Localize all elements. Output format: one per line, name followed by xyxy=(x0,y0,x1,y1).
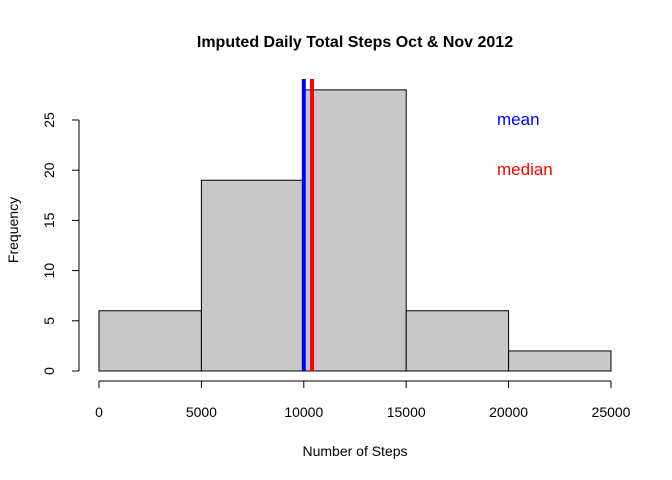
x-tick-label-5: 25000 xyxy=(592,404,631,420)
histogram-bar-1 xyxy=(200,179,305,372)
histogram-bar-2 xyxy=(303,89,407,372)
y-tick-label-1: 5 xyxy=(41,317,57,325)
y-tick-label-5: 25 xyxy=(41,112,57,128)
x-tick-label-4: 20000 xyxy=(489,404,528,420)
x-tick-label-2: 10000 xyxy=(284,404,323,420)
histogram-bars xyxy=(98,89,612,372)
reference-lines xyxy=(301,79,314,371)
legend: mean median xyxy=(497,110,553,179)
x-axis-label: Number of Steps xyxy=(302,443,407,459)
y-tick-label-2: 10 xyxy=(41,263,57,279)
x-axis: 0 5000 10000 15000 20000 25000 xyxy=(95,380,631,420)
histogram-bar-0 xyxy=(98,310,202,372)
x-tick-label-3: 15000 xyxy=(387,404,426,420)
histogram-bar-4 xyxy=(508,350,612,372)
legend-mean: mean xyxy=(497,110,540,129)
legend-median: median xyxy=(497,160,553,179)
y-tick-label-3: 15 xyxy=(41,212,57,228)
y-tick-label-4: 20 xyxy=(41,162,57,178)
x-tick-label-1: 5000 xyxy=(186,404,217,420)
y-axis: 0 5 10 15 20 25 xyxy=(41,112,80,375)
y-tick-label-0: 0 xyxy=(41,367,57,375)
chart-title: Imputed Daily Total Steps Oct & Nov 2012 xyxy=(197,34,513,51)
y-axis-label: Frequency xyxy=(5,197,21,263)
x-tick-label-0: 0 xyxy=(95,404,103,420)
histogram-bar-3 xyxy=(405,310,510,372)
